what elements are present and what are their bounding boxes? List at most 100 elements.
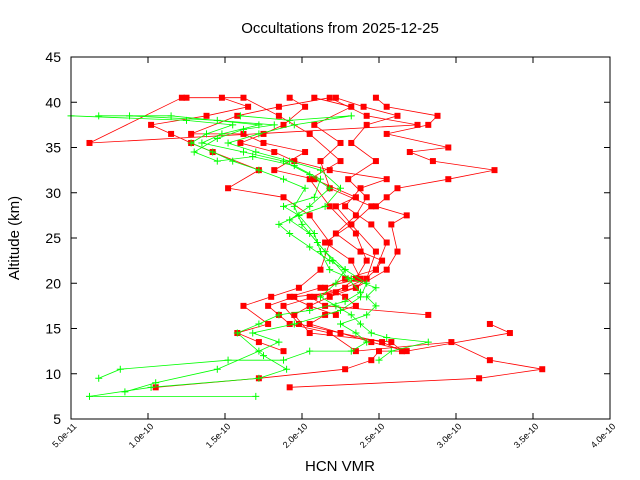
data-point (316, 175, 324, 183)
data-point (316, 166, 324, 174)
data-point (332, 279, 340, 287)
data-point (448, 339, 455, 346)
x-tick-label: 3.5e-10 (512, 421, 541, 450)
y-tick-label: 40 (45, 94, 61, 110)
data-point (190, 148, 198, 156)
data-point (255, 339, 262, 346)
data-point (445, 144, 452, 151)
y-tick-label: 15 (45, 321, 61, 337)
y-axis: 5 10 15 20 25 30 35 40 45 (45, 49, 610, 427)
x-tick-label: 1.5e-10 (204, 421, 233, 450)
data-point (383, 334, 391, 342)
data-point (363, 121, 370, 128)
data-point (255, 130, 263, 138)
series-profile-11 (224, 112, 432, 364)
data-point (283, 365, 291, 373)
data-point (399, 348, 406, 355)
data-point (352, 212, 359, 219)
data-point (280, 175, 288, 183)
data-point (388, 221, 395, 228)
data-point (286, 94, 293, 101)
data-point (213, 157, 221, 165)
data-point (188, 130, 195, 137)
y-tick-label: 10 (45, 366, 61, 382)
data-point (372, 302, 380, 310)
data-point (245, 103, 252, 110)
data-point (345, 176, 352, 183)
data-point (424, 338, 432, 346)
data-point (337, 330, 344, 337)
data-point (306, 347, 314, 355)
y-axis-label: Altitude (km) (6, 196, 23, 280)
data-point (291, 293, 298, 300)
data-point (252, 148, 260, 156)
data-point (394, 248, 401, 255)
data-point (121, 388, 129, 396)
data-point (363, 257, 370, 264)
data-point (491, 167, 498, 174)
data-point (306, 330, 313, 337)
series-profile-3 (148, 94, 333, 355)
data-point (341, 266, 349, 274)
data-point (379, 339, 386, 346)
data-point (332, 230, 339, 237)
data-point (326, 203, 333, 210)
series-profile-4 (306, 94, 406, 355)
data-point (301, 184, 309, 192)
data-point (352, 329, 360, 337)
data-point (178, 94, 185, 101)
data-point (310, 193, 318, 201)
data-point (286, 116, 294, 124)
data-point (249, 153, 257, 161)
data-point (240, 94, 247, 101)
data-point (326, 266, 334, 274)
data-point (198, 139, 206, 147)
data-point (286, 293, 293, 300)
data-point (372, 284, 380, 292)
data-point (357, 185, 364, 192)
y-tick-label: 35 (45, 140, 61, 156)
data-point (306, 202, 314, 210)
series-line (98, 115, 368, 393)
data-point (249, 329, 257, 337)
data-point (342, 203, 349, 210)
x-tick-label: 3.0e-10 (435, 421, 464, 450)
data-point (316, 293, 324, 301)
data-point (306, 130, 313, 137)
x-tick-label: 2.5e-10 (358, 421, 387, 450)
data-point (368, 221, 375, 228)
data-point (348, 221, 355, 228)
x-tick-label: 4.0e-10 (589, 421, 618, 450)
data-point (388, 339, 395, 346)
data-point (476, 375, 483, 382)
series-line (308, 97, 403, 352)
data-point (348, 103, 355, 110)
y-tick-label: 25 (45, 230, 61, 246)
data-point (357, 320, 365, 328)
data-point (486, 320, 493, 327)
data-point (379, 257, 386, 264)
data-point (290, 202, 298, 210)
data-point (86, 139, 93, 146)
data-point (183, 116, 190, 124)
data-point (342, 284, 349, 291)
plot-frame (70, 56, 611, 420)
y-tick-label: 5 (53, 411, 61, 427)
data-point (539, 366, 546, 373)
data-point (280, 194, 287, 201)
data-point (360, 103, 367, 110)
data-point (95, 112, 103, 120)
data-point (506, 330, 513, 337)
data-point (291, 158, 298, 165)
data-point (306, 302, 313, 309)
data-point (290, 162, 298, 170)
data-point (116, 365, 124, 373)
y-tick-label: 30 (45, 185, 61, 201)
data-point (152, 384, 159, 391)
data-point (326, 184, 334, 192)
data-point (187, 139, 195, 147)
data-point (275, 338, 283, 346)
x-axis-label: HCN VMR (305, 458, 375, 475)
data-point (375, 356, 383, 364)
